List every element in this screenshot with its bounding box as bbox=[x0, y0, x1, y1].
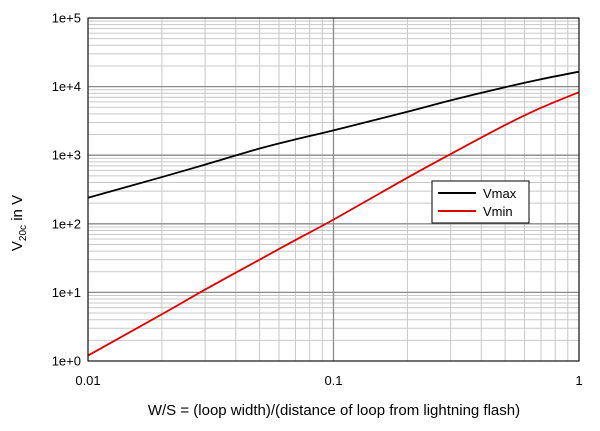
plot-area-frame bbox=[87, 17, 580, 362]
y-tick-label: 1e+1 bbox=[52, 285, 81, 300]
y-axis-label-subscript: 20c bbox=[18, 225, 29, 241]
y-axis-label: V20c in V bbox=[9, 195, 29, 251]
legend-box bbox=[431, 180, 530, 224]
series-line-vmin bbox=[87, 91, 580, 357]
y-tick-label: 1e+3 bbox=[52, 148, 81, 163]
x-tick-label: 0.1 bbox=[324, 373, 342, 388]
legend-label-vmax: Vmax bbox=[483, 186, 517, 201]
x-tick-label: 1 bbox=[575, 373, 582, 388]
y-axis-label-suffix: in V bbox=[9, 195, 26, 225]
legend: Vmax Vmin bbox=[431, 180, 530, 224]
y-tick-label: 1e+0 bbox=[52, 354, 81, 369]
y-axis-label-main: V bbox=[9, 241, 26, 251]
series-lines bbox=[87, 70, 580, 357]
y-tick-label: 1e+5 bbox=[52, 11, 81, 26]
y-tick-label: 1e+4 bbox=[52, 79, 81, 94]
series-line-vmax bbox=[87, 70, 580, 199]
tick-labels: 0.01 0.1 1 1e+0 1e+1 1e+2 1e+3 1e+4 1e+5 bbox=[52, 11, 583, 389]
legend-label-vmin: Vmin bbox=[483, 204, 513, 219]
x-axis-label: W/S = (loop width)/(distance of loop fro… bbox=[148, 402, 520, 419]
x-tick-label: 0.01 bbox=[75, 373, 100, 388]
y-tick-label: 1e+2 bbox=[52, 216, 81, 231]
